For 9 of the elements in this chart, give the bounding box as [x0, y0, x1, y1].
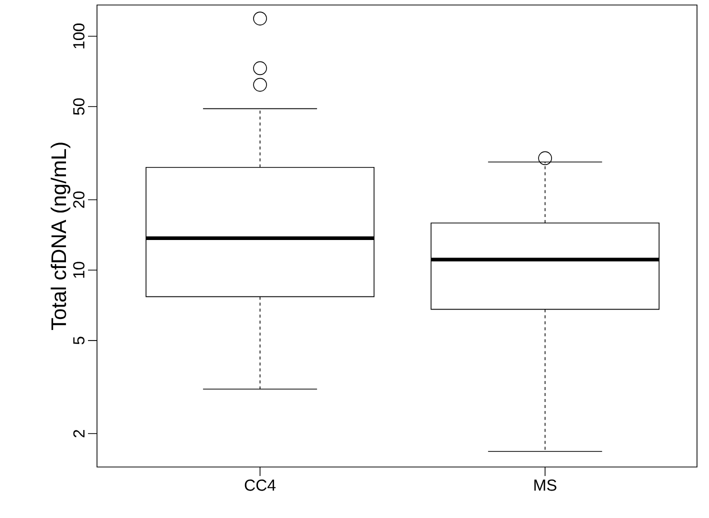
y-tick-label: 20 [73, 191, 84, 208]
x-tick-label: MS [534, 480, 556, 491]
y-tick-label: 100 [73, 24, 84, 48]
y-tick-label: 10 [73, 262, 84, 278]
y-tick-label: 50 [73, 98, 84, 115]
y-axis-title: Total cfDNA (ng/mL) [50, 142, 70, 330]
x-tick-label: CC4 [244, 480, 276, 491]
y-tick-label: 5 [73, 336, 84, 344]
y-tick-label: 2 [73, 430, 84, 438]
